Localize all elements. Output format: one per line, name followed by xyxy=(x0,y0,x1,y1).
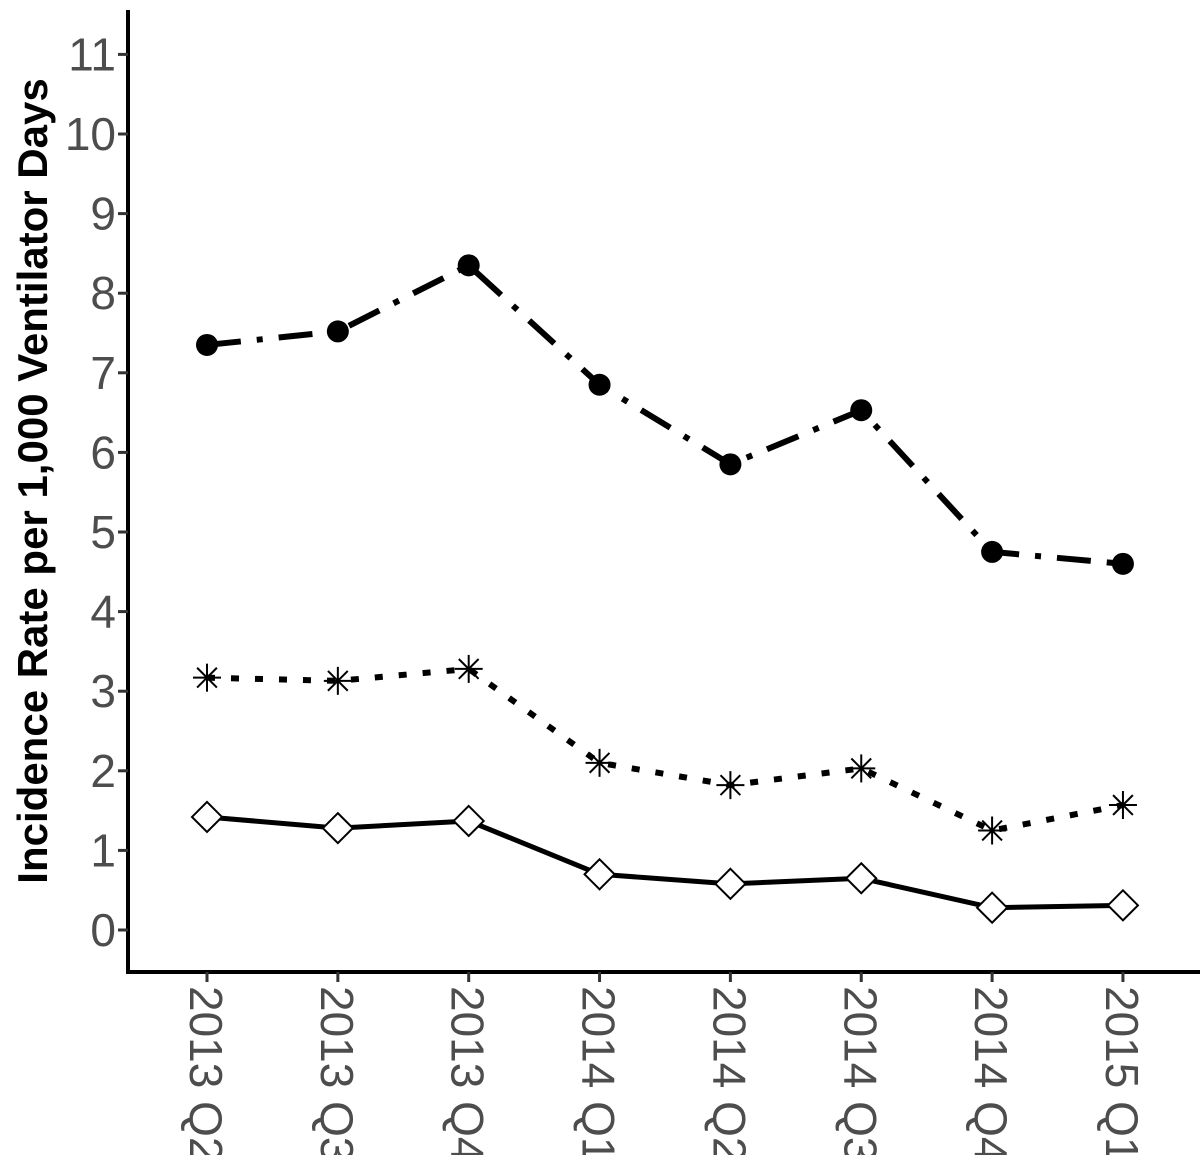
data-point xyxy=(978,816,1007,845)
y-tick-label: 4 xyxy=(90,586,116,638)
data-point xyxy=(1106,888,1140,922)
series-line xyxy=(206,262,1124,567)
data-point xyxy=(321,811,355,845)
x-axis-ticks: 2013 Q2 2013 Q3 2013 Q4 2014 Q1 2014 Q2 2014 … xyxy=(180,972,1148,1155)
series-line xyxy=(206,665,1124,834)
data-point xyxy=(719,453,742,476)
data-point xyxy=(1108,791,1137,820)
data-point xyxy=(193,663,221,692)
data-point xyxy=(850,399,873,422)
series-1 xyxy=(196,254,1134,575)
data-point xyxy=(457,254,480,277)
x-tick-label: 2014 Q1 xyxy=(573,986,625,1155)
data-point xyxy=(716,771,745,800)
data-point xyxy=(713,867,747,901)
series-line xyxy=(206,814,1123,911)
data-point xyxy=(588,373,611,396)
data-point xyxy=(1111,552,1134,575)
data-point xyxy=(452,804,486,838)
y-tick-label: 2 xyxy=(90,745,116,797)
y-tick-label: 3 xyxy=(90,665,116,717)
data-point xyxy=(844,861,878,895)
y-tick-label: 0 xyxy=(90,904,116,956)
y-tick-label: 6 xyxy=(90,426,116,478)
data-point xyxy=(454,654,483,683)
x-tick-label: 2013 Q3 xyxy=(311,986,363,1155)
data-point xyxy=(326,320,349,343)
data-point xyxy=(323,666,352,695)
data-point xyxy=(975,891,1009,925)
x-tick-label: 2014 Q3 xyxy=(834,986,886,1155)
x-tick-label: 2013 Q4 xyxy=(442,986,494,1155)
x-tick-label: 2014 Q2 xyxy=(703,986,755,1155)
data-point xyxy=(583,857,616,891)
chart-axes xyxy=(126,10,1200,974)
x-tick-label: 2014 Q4 xyxy=(965,986,1017,1155)
y-tick-label: 10 xyxy=(65,108,116,160)
series-3 xyxy=(190,800,1140,925)
data-point xyxy=(847,754,876,783)
y-tick-label: 11 xyxy=(68,28,116,80)
y-axis-title: Incidence Rate per 1,000 Ventilator Days xyxy=(9,78,56,883)
data-point xyxy=(196,333,218,356)
data-point xyxy=(585,748,614,777)
y-tick-label: 9 xyxy=(90,188,116,240)
y-tick-label: 5 xyxy=(90,506,116,558)
series-2 xyxy=(193,654,1137,845)
data-point xyxy=(981,540,1004,563)
x-tick-label: 2015 Q1 xyxy=(1096,986,1148,1155)
y-tick-label: 8 xyxy=(90,267,116,319)
y-tick-label: 1 xyxy=(90,824,116,876)
data-point xyxy=(190,800,224,834)
y-axis-ticks: 0 1 2 3 4 5 6 7 8 9 10 11 xyxy=(65,28,128,956)
y-tick-label: 7 xyxy=(90,347,116,399)
series-layer xyxy=(190,254,1140,925)
x-tick-label: 2013 Q2 xyxy=(180,986,232,1155)
